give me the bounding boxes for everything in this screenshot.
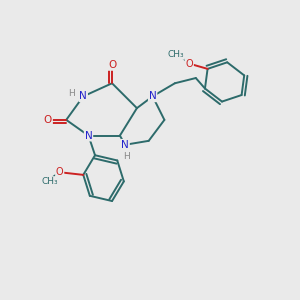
Text: O: O: [44, 115, 52, 125]
Text: H: H: [123, 152, 130, 161]
Text: N: N: [85, 130, 92, 141]
Text: N: N: [149, 91, 157, 101]
Text: CH₃: CH₃: [167, 50, 184, 59]
Text: H: H: [68, 89, 75, 98]
Text: N: N: [121, 140, 129, 150]
Text: CH₃: CH₃: [41, 177, 58, 186]
Text: O: O: [56, 167, 64, 177]
Text: O: O: [108, 60, 116, 70]
Text: O: O: [185, 58, 193, 69]
Text: N: N: [80, 91, 87, 101]
